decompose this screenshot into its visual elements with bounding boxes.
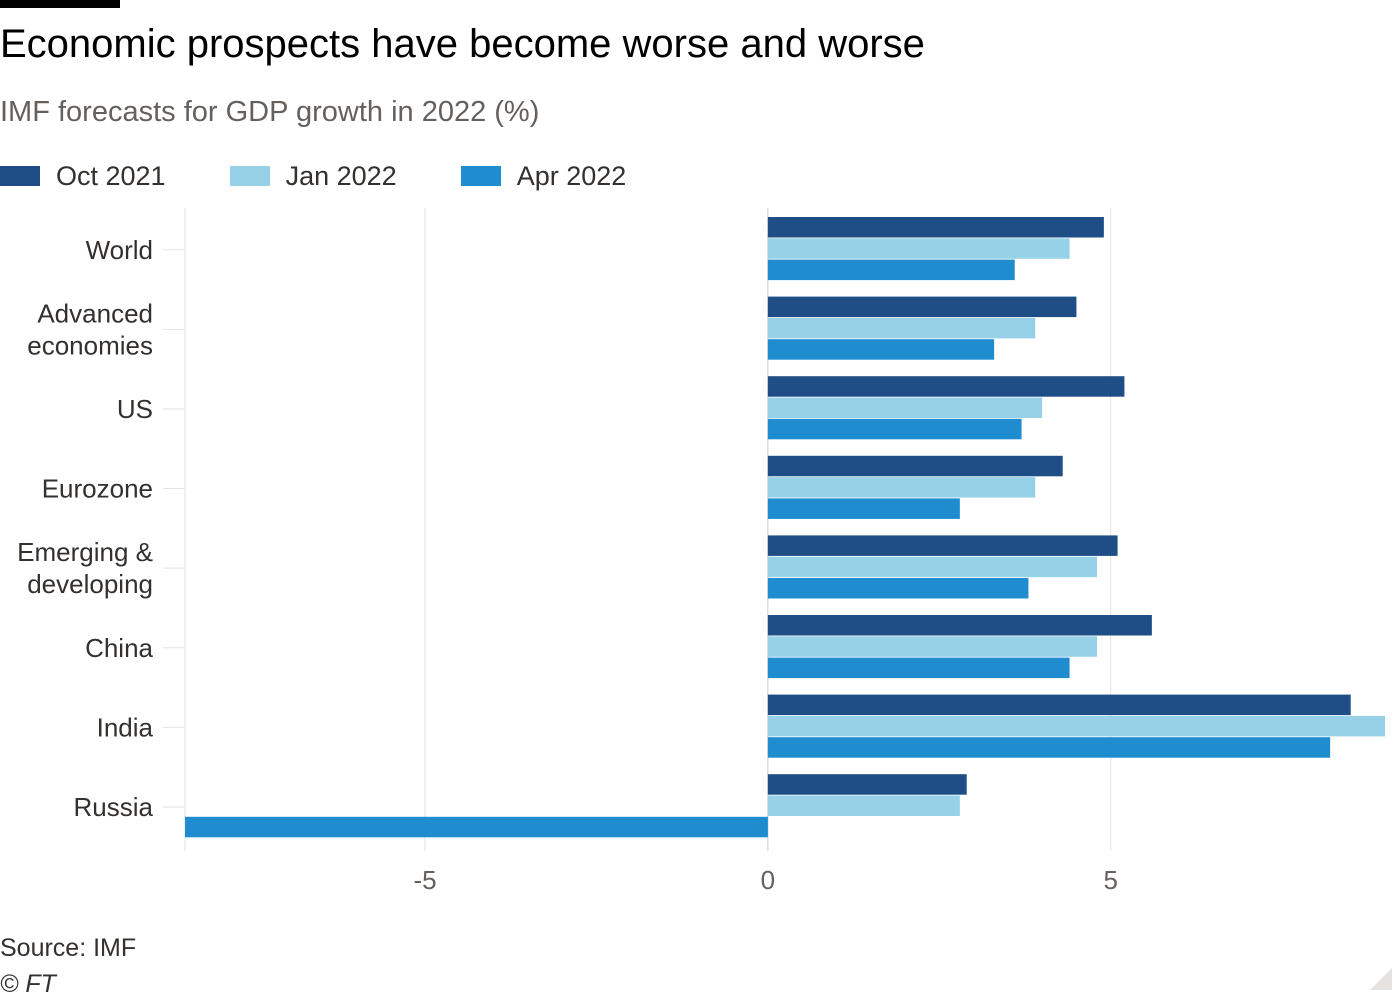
bar-apr-2022	[767, 418, 1022, 440]
bar-apr-2022	[767, 578, 1029, 599]
bar-oct-2021	[767, 615, 1152, 636]
bar-jan-2022	[767, 715, 1385, 737]
chart-subtitle: IMF forecasts for GDP growth in 2022 (%)	[0, 96, 540, 128]
category-label: developing	[27, 569, 153, 599]
bar-jan-2022	[767, 317, 1036, 339]
bar-oct-2021	[767, 217, 1104, 238]
legend: Oct 2021 Jan 2022 Apr 2022	[0, 158, 690, 194]
bar-oct-2021	[767, 535, 1118, 556]
legend-label-jan-2022: Jan 2022	[285, 160, 397, 191]
bars-layer	[185, 217, 1385, 838]
legend-label-apr-2022: Apr 2022	[516, 160, 627, 191]
bar-apr-2022	[767, 259, 1015, 281]
copyright-note: © FT	[0, 970, 56, 998]
category-label: Emerging &	[17, 537, 153, 567]
legend-swatch-oct-2021	[0, 166, 40, 186]
category-label: US	[117, 394, 153, 424]
bar-apr-2022	[767, 737, 1331, 758]
bar-apr-2022	[767, 657, 1070, 679]
chart-title: Economic prospects have become worse and…	[0, 22, 925, 66]
x-tick-label: 0	[761, 865, 775, 895]
legend-swatch-apr-2022	[460, 166, 501, 186]
bar-jan-2022	[767, 556, 1097, 578]
top-accent-bar	[0, 0, 120, 8]
legend-item-apr-2022: Apr 2022	[460, 160, 627, 192]
category-label: India	[97, 712, 154, 742]
bar-jan-2022	[767, 795, 960, 816]
x-tick-label: -5	[413, 865, 436, 895]
bar-oct-2021	[767, 296, 1077, 318]
category-label: China	[85, 633, 153, 663]
legend-item-oct-2021: Oct 2021	[0, 161, 166, 192]
bar-apr-2022	[185, 816, 768, 838]
category-label: Eurozone	[42, 474, 153, 504]
legend-label-oct-2021: Oct 2021	[56, 160, 166, 191]
legend-swatch-jan-2022	[229, 166, 270, 186]
bar-apr-2022	[767, 498, 960, 519]
bar-jan-2022	[767, 636, 1097, 657]
bar-oct-2021	[767, 455, 1063, 477]
category-label: Advanced	[37, 298, 153, 328]
category-label: World	[86, 235, 153, 265]
category-label: Russia	[74, 792, 154, 822]
x-tick-label: 5	[1103, 865, 1117, 895]
category-label: economies	[27, 330, 153, 360]
corner-mark	[1370, 968, 1392, 990]
bar-apr-2022	[767, 339, 995, 360]
bar-oct-2021	[767, 376, 1125, 397]
bar-oct-2021	[767, 694, 1351, 716]
legend-item-jan-2022: Jan 2022	[229, 160, 397, 192]
source-note: Source: IMF	[0, 934, 137, 962]
bar-jan-2022	[767, 397, 1043, 418]
bar-jan-2022	[767, 477, 1036, 498]
bar-oct-2021	[767, 774, 967, 795]
bar-jan-2022	[767, 238, 1070, 259]
